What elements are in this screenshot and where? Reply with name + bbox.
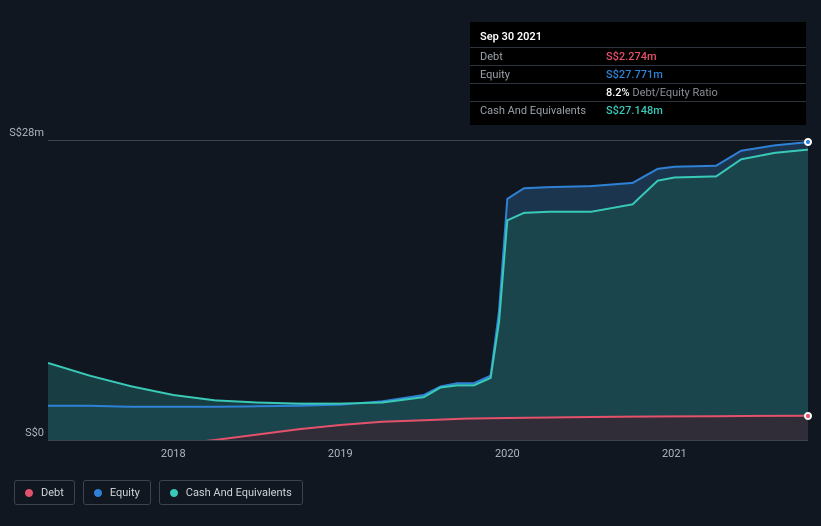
legend-item-debt[interactable]: Debt xyxy=(14,480,75,505)
legend-label: Equity xyxy=(110,486,140,499)
series-marker-equity xyxy=(804,138,812,146)
series-marker-debt xyxy=(804,412,812,420)
legend: Debt Equity Cash And Equivalents xyxy=(14,480,303,505)
tooltip-row-label xyxy=(480,86,606,99)
tooltip-row-label: Debt xyxy=(480,50,606,63)
y-axis-label: S$0 xyxy=(2,426,44,439)
legend-dot-icon xyxy=(94,489,102,497)
x-axis: 2018 2019 2020 2021 xyxy=(48,447,808,467)
tooltip-row-label: Equity xyxy=(480,68,606,81)
tooltip-row-value: S$27.771m xyxy=(606,68,663,81)
legend-label: Cash And Equivalents xyxy=(186,486,292,499)
y-axis-label: S$28m xyxy=(2,126,44,139)
tooltip-date: Sep 30 2021 xyxy=(470,28,806,48)
x-axis-label: 2019 xyxy=(328,447,353,460)
tooltip-row: 8.2% Debt/Equity Ratio xyxy=(470,84,806,102)
gridline xyxy=(48,440,808,441)
tooltip-row: EquityS$27.771m xyxy=(470,66,806,84)
tooltip-row: Cash And EquivalentsS$27.148m xyxy=(470,102,806,119)
x-axis-label: 2018 xyxy=(161,447,186,460)
tooltip-row: DebtS$2.274m xyxy=(470,48,806,66)
legend-item-equity[interactable]: Equity xyxy=(83,480,151,505)
tooltip-row-value: S$2.274m xyxy=(606,50,657,63)
legend-item-cash[interactable]: Cash And Equivalents xyxy=(159,480,303,505)
tooltip-row-value: 8.2% Debt/Equity Ratio xyxy=(606,86,718,99)
legend-dot-icon xyxy=(25,489,33,497)
tooltip-row-value: S$27.148m xyxy=(606,104,663,117)
chart-container: S$0 S$28m 2018 2019 2020 2021 Sep 30 2021 De… xyxy=(0,0,821,526)
legend-label: Debt xyxy=(41,486,64,499)
tooltip-row-label: Cash And Equivalents xyxy=(480,104,606,117)
x-axis-label: 2020 xyxy=(495,447,520,460)
series-area-cash xyxy=(48,150,808,440)
x-axis-label: 2021 xyxy=(662,447,687,460)
tooltip: Sep 30 2021 DebtS$2.274mEquityS$27.771m8… xyxy=(470,22,806,125)
chart-plot[interactable] xyxy=(48,140,808,440)
legend-dot-icon xyxy=(170,489,178,497)
